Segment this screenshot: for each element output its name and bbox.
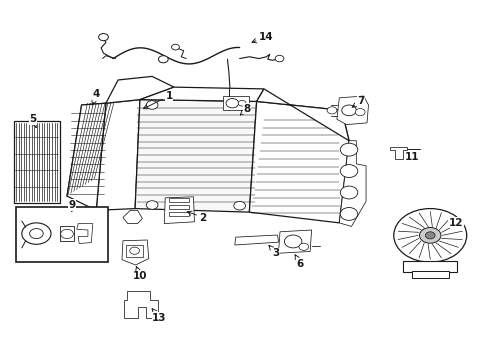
Polygon shape — [96, 100, 140, 210]
Polygon shape — [67, 103, 106, 196]
Bar — [222, 96, 249, 111]
Text: 9: 9 — [68, 200, 75, 211]
Circle shape — [340, 207, 357, 220]
Bar — [169, 205, 188, 209]
Polygon shape — [67, 103, 106, 210]
Polygon shape — [140, 87, 264, 102]
Text: 3: 3 — [268, 245, 279, 258]
Circle shape — [419, 228, 440, 243]
Polygon shape — [164, 197, 194, 224]
Bar — [16, 207, 108, 262]
Polygon shape — [124, 291, 158, 318]
Text: 11: 11 — [404, 152, 419, 162]
Text: 5: 5 — [29, 114, 37, 127]
Circle shape — [340, 186, 357, 199]
Circle shape — [393, 208, 466, 262]
Circle shape — [341, 105, 356, 116]
Bar — [125, 245, 143, 257]
Polygon shape — [339, 141, 366, 226]
Circle shape — [298, 243, 308, 250]
Polygon shape — [336, 96, 368, 125]
Text: 4: 4 — [92, 89, 100, 105]
Circle shape — [238, 100, 245, 106]
Text: 1: 1 — [143, 91, 172, 109]
Text: 8: 8 — [240, 104, 250, 115]
Polygon shape — [122, 240, 148, 265]
Text: 6: 6 — [294, 255, 304, 269]
Text: 2: 2 — [187, 211, 206, 222]
Polygon shape — [135, 100, 256, 212]
Circle shape — [355, 109, 365, 116]
Polygon shape — [389, 147, 407, 158]
Text: 7: 7 — [351, 96, 364, 107]
Circle shape — [340, 165, 357, 177]
Circle shape — [171, 44, 179, 50]
Bar — [14, 121, 60, 203]
Text: 14: 14 — [251, 32, 273, 43]
Circle shape — [158, 56, 168, 63]
Bar — [169, 212, 188, 216]
Bar — [403, 261, 456, 272]
Text: 10: 10 — [132, 266, 147, 282]
Circle shape — [61, 229, 73, 239]
Circle shape — [99, 33, 108, 41]
Circle shape — [425, 232, 434, 239]
Polygon shape — [234, 235, 278, 245]
Text: 12: 12 — [448, 218, 462, 228]
Circle shape — [225, 99, 238, 108]
Bar — [411, 271, 448, 278]
Polygon shape — [122, 210, 142, 224]
Circle shape — [146, 101, 158, 109]
Circle shape — [326, 107, 336, 114]
Polygon shape — [256, 89, 348, 141]
Circle shape — [340, 143, 357, 156]
Circle shape — [233, 202, 245, 210]
Circle shape — [30, 229, 43, 239]
Polygon shape — [278, 230, 311, 253]
Bar — [169, 198, 188, 202]
Polygon shape — [77, 224, 93, 244]
Polygon shape — [106, 76, 174, 103]
Bar — [60, 226, 74, 242]
Circle shape — [275, 55, 284, 62]
Polygon shape — [249, 102, 348, 223]
Circle shape — [146, 201, 158, 209]
Circle shape — [129, 247, 139, 254]
Circle shape — [284, 235, 301, 248]
Text: 13: 13 — [152, 309, 166, 323]
Circle shape — [22, 223, 51, 244]
